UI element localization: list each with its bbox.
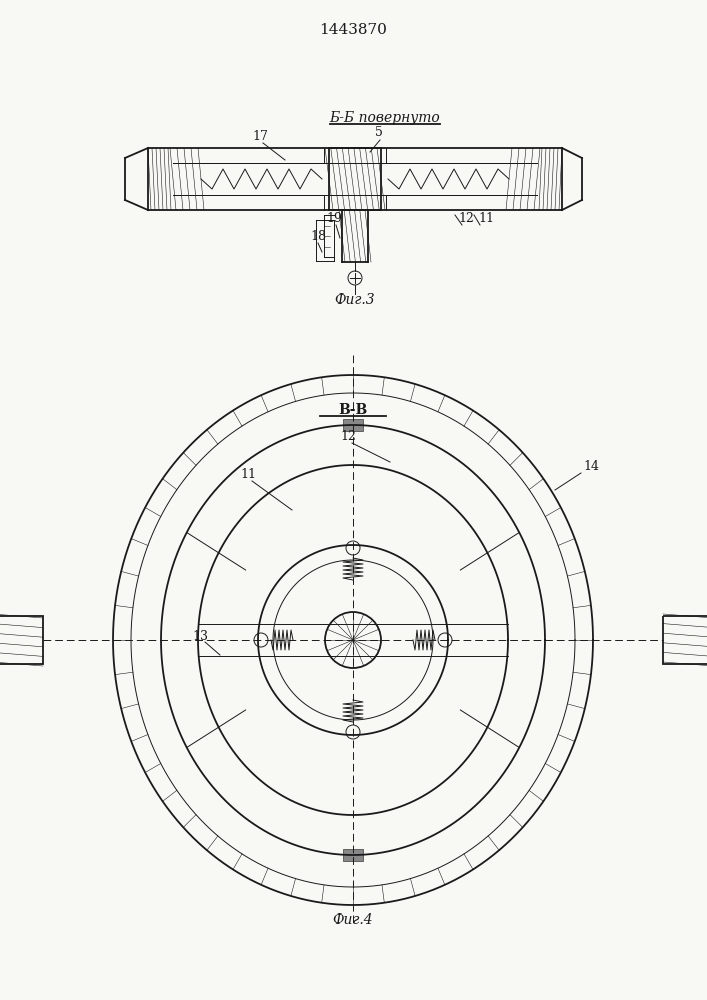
- Text: 5: 5: [375, 126, 383, 139]
- Text: 14: 14: [583, 460, 599, 473]
- Text: 11: 11: [478, 212, 494, 225]
- Text: Фиг.4: Фиг.4: [333, 913, 373, 927]
- Bar: [343, 849, 363, 861]
- Text: 13: 13: [192, 630, 208, 643]
- Text: В-В: В-В: [339, 403, 368, 417]
- Text: 18: 18: [310, 230, 326, 243]
- Bar: [0, 616, 43, 664]
- Bar: [343, 419, 363, 431]
- Text: Фиг.3: Фиг.3: [334, 293, 375, 307]
- Text: 1443870: 1443870: [319, 23, 387, 37]
- Text: 12: 12: [340, 430, 356, 443]
- Text: Б-Б повернуто: Б-Б повернуто: [329, 111, 440, 125]
- Text: 17: 17: [252, 130, 268, 143]
- Text: 19: 19: [326, 212, 342, 225]
- Bar: [663, 616, 707, 664]
- Text: 11: 11: [240, 468, 256, 481]
- Text: 12: 12: [458, 212, 474, 225]
